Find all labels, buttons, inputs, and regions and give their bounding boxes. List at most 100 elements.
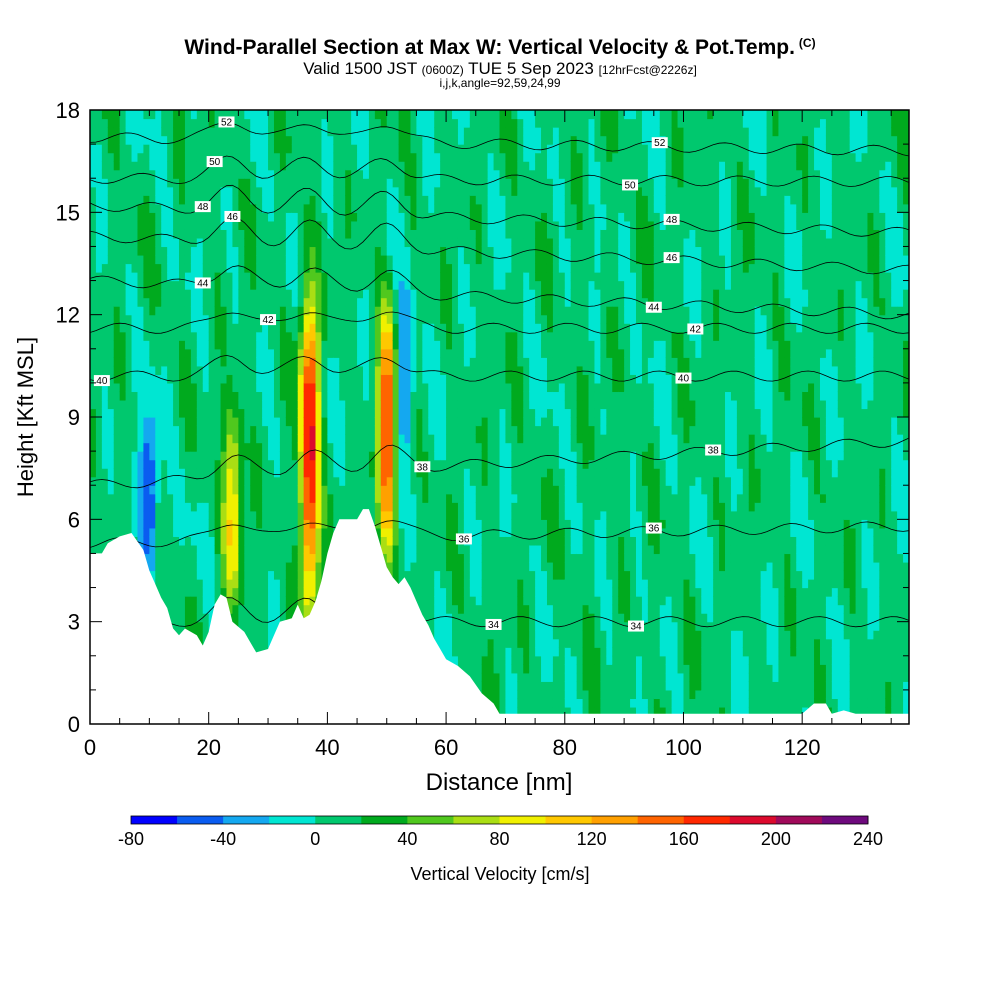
velocity-cell	[208, 570, 216, 580]
velocity-cell	[339, 476, 346, 486]
velocity-cell	[268, 417, 275, 427]
velocity-cell	[179, 203, 186, 213]
velocity-cell	[149, 485, 156, 495]
velocity-cell	[297, 399, 305, 410]
velocity-cell	[208, 135, 216, 145]
velocity-cell	[179, 391, 186, 401]
velocity-cell	[309, 442, 317, 452]
velocity-cell	[315, 527, 323, 537]
velocity-cell	[238, 434, 245, 444]
velocity-cell	[179, 544, 186, 555]
velocity-cell	[101, 169, 109, 179]
velocity-cell	[297, 178, 305, 188]
velocity-cell	[297, 544, 305, 555]
velocity-cell	[327, 357, 334, 367]
velocity-cell	[297, 272, 305, 282]
velocity-cell	[268, 476, 275, 486]
velocity-cell	[208, 382, 216, 393]
velocity-cell	[487, 485, 495, 495]
velocity-cell	[416, 289, 423, 299]
velocity-cell	[422, 161, 429, 171]
velocity-cell	[380, 297, 388, 307]
velocity-cell	[143, 417, 150, 427]
velocity-cell	[357, 417, 364, 427]
velocity-cell	[380, 544, 388, 555]
velocity-cell	[250, 442, 257, 452]
velocity-cell	[321, 212, 328, 222]
velocity-cell	[463, 254, 471, 265]
velocity-cell	[125, 144, 133, 154]
velocity-cell	[368, 212, 376, 222]
velocity-cell	[309, 579, 317, 589]
velocity-cell	[238, 510, 245, 520]
velocity-cell	[285, 382, 293, 393]
velocity-cell	[238, 323, 245, 333]
velocity-cell	[137, 212, 145, 222]
velocity-cell	[262, 229, 269, 239]
velocity-cell	[410, 169, 418, 179]
velocity-cell	[256, 613, 263, 623]
velocity-cell	[155, 254, 162, 265]
velocity-cell	[167, 254, 174, 265]
velocity-cell	[452, 280, 459, 290]
velocity-cell	[273, 365, 281, 375]
velocity-cell	[125, 391, 133, 401]
velocity-cell	[327, 220, 334, 230]
velocity-cell	[273, 289, 281, 299]
velocity-cell	[303, 451, 311, 461]
velocity-cell	[469, 127, 477, 137]
velocity-cell	[416, 127, 423, 137]
velocity-cell	[351, 502, 358, 512]
velocity-cell	[428, 442, 435, 452]
velocity-cell	[273, 212, 281, 222]
velocity-cell	[256, 382, 263, 393]
velocity-cell	[268, 391, 275, 401]
velocity-cell	[463, 391, 471, 401]
velocity-cell	[179, 237, 186, 248]
velocity-cell	[143, 314, 150, 324]
velocity-cell	[440, 135, 447, 145]
velocity-cell	[119, 519, 127, 529]
velocity-cell	[190, 536, 198, 546]
velocity-cell	[190, 459, 198, 469]
velocity-cell	[499, 706, 507, 717]
velocity-cell	[238, 613, 245, 623]
velocity-cell	[291, 442, 299, 452]
velocity-cell	[434, 331, 441, 341]
velocity-cell	[119, 144, 127, 154]
velocity-cell	[208, 493, 216, 503]
velocity-cell	[327, 135, 334, 145]
velocity-cell	[446, 161, 453, 171]
velocity-cell	[487, 408, 495, 418]
velocity-cell	[374, 459, 382, 469]
velocity-cell	[452, 553, 459, 563]
velocity-cell	[196, 348, 204, 358]
velocity-cell	[137, 169, 145, 179]
velocity-cell	[262, 476, 269, 486]
velocity-cell	[208, 553, 216, 563]
velocity-cell	[297, 340, 305, 350]
velocity-cell	[131, 399, 139, 410]
velocity-cell	[475, 561, 483, 572]
velocity-cell	[95, 459, 103, 469]
velocity-cell	[273, 476, 281, 486]
velocity-cell	[90, 382, 97, 393]
velocity-cell	[250, 314, 257, 324]
velocity-cell	[291, 536, 299, 546]
velocity-cell	[214, 425, 222, 435]
velocity-cell	[452, 399, 459, 410]
velocity-cell	[380, 417, 388, 427]
velocity-cell	[232, 374, 239, 384]
velocity-cell	[107, 237, 115, 248]
velocity-cell	[226, 442, 234, 452]
velocity-cell	[392, 348, 400, 358]
velocity-cell	[190, 434, 198, 444]
velocity-cell	[285, 152, 293, 162]
velocity-cell	[149, 442, 156, 452]
velocity-cell	[404, 493, 412, 503]
velocity-cell	[487, 451, 495, 461]
velocity-cell	[179, 280, 186, 290]
velocity-cell	[351, 314, 358, 324]
velocity-cell	[446, 613, 453, 623]
velocity-cell	[113, 519, 121, 529]
